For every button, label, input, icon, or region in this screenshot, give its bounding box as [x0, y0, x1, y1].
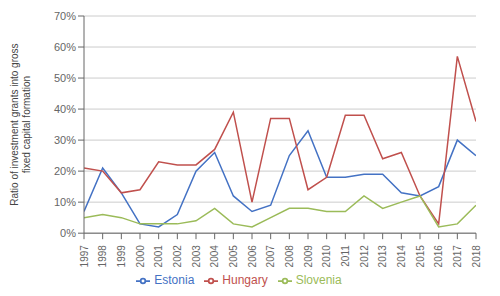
- html-text:Hungary: Hungary: [222, 273, 268, 288]
- svg-text:2018: 2018: [471, 245, 482, 268]
- svg-text:2014: 2014: [396, 245, 407, 268]
- svg-text:2002: 2002: [172, 245, 183, 268]
- svg-text:2001: 2001: [153, 245, 164, 268]
- svg-text:10%: 10%: [54, 196, 76, 208]
- svg-text:2006: 2006: [247, 245, 258, 268]
- svg-text:1998: 1998: [97, 245, 108, 268]
- svg-text:Ratio of investment grants int: Ratio of investment grants into grossfix…: [9, 43, 32, 205]
- svg-text:2005: 2005: [228, 245, 239, 268]
- svg-text:2004: 2004: [209, 245, 220, 268]
- svg-text:1997: 1997: [79, 245, 90, 268]
- svg-text:2015: 2015: [415, 245, 426, 268]
- svg-text:2012: 2012: [359, 245, 370, 268]
- svg-text:30%: 30%: [54, 134, 76, 146]
- svg-text:70%: 70%: [54, 10, 76, 22]
- html-text:Slovenia: Slovenia: [295, 273, 342, 288]
- svg-text:2017: 2017: [452, 245, 463, 268]
- svg-text:2016: 2016: [433, 245, 444, 268]
- svg-text:2013: 2013: [377, 245, 388, 268]
- svg-text:2003: 2003: [191, 245, 202, 268]
- svg-text:20%: 20%: [54, 165, 76, 177]
- svg-text:2008: 2008: [284, 245, 295, 268]
- svg-text:2010: 2010: [321, 245, 332, 268]
- svg-text:60%: 60%: [54, 41, 76, 53]
- svg-text:2011: 2011: [340, 245, 351, 267]
- svg-text:2009: 2009: [303, 245, 314, 268]
- svg-text:2007: 2007: [265, 245, 276, 268]
- svg-text:0%: 0%: [60, 227, 76, 239]
- html-text:Estonia: Estonia: [154, 273, 195, 288]
- svg-text:2000: 2000: [135, 245, 146, 268]
- svg-text:50%: 50%: [54, 72, 76, 84]
- svg-text:40%: 40%: [54, 103, 76, 115]
- svg-text:1999: 1999: [116, 245, 127, 268]
